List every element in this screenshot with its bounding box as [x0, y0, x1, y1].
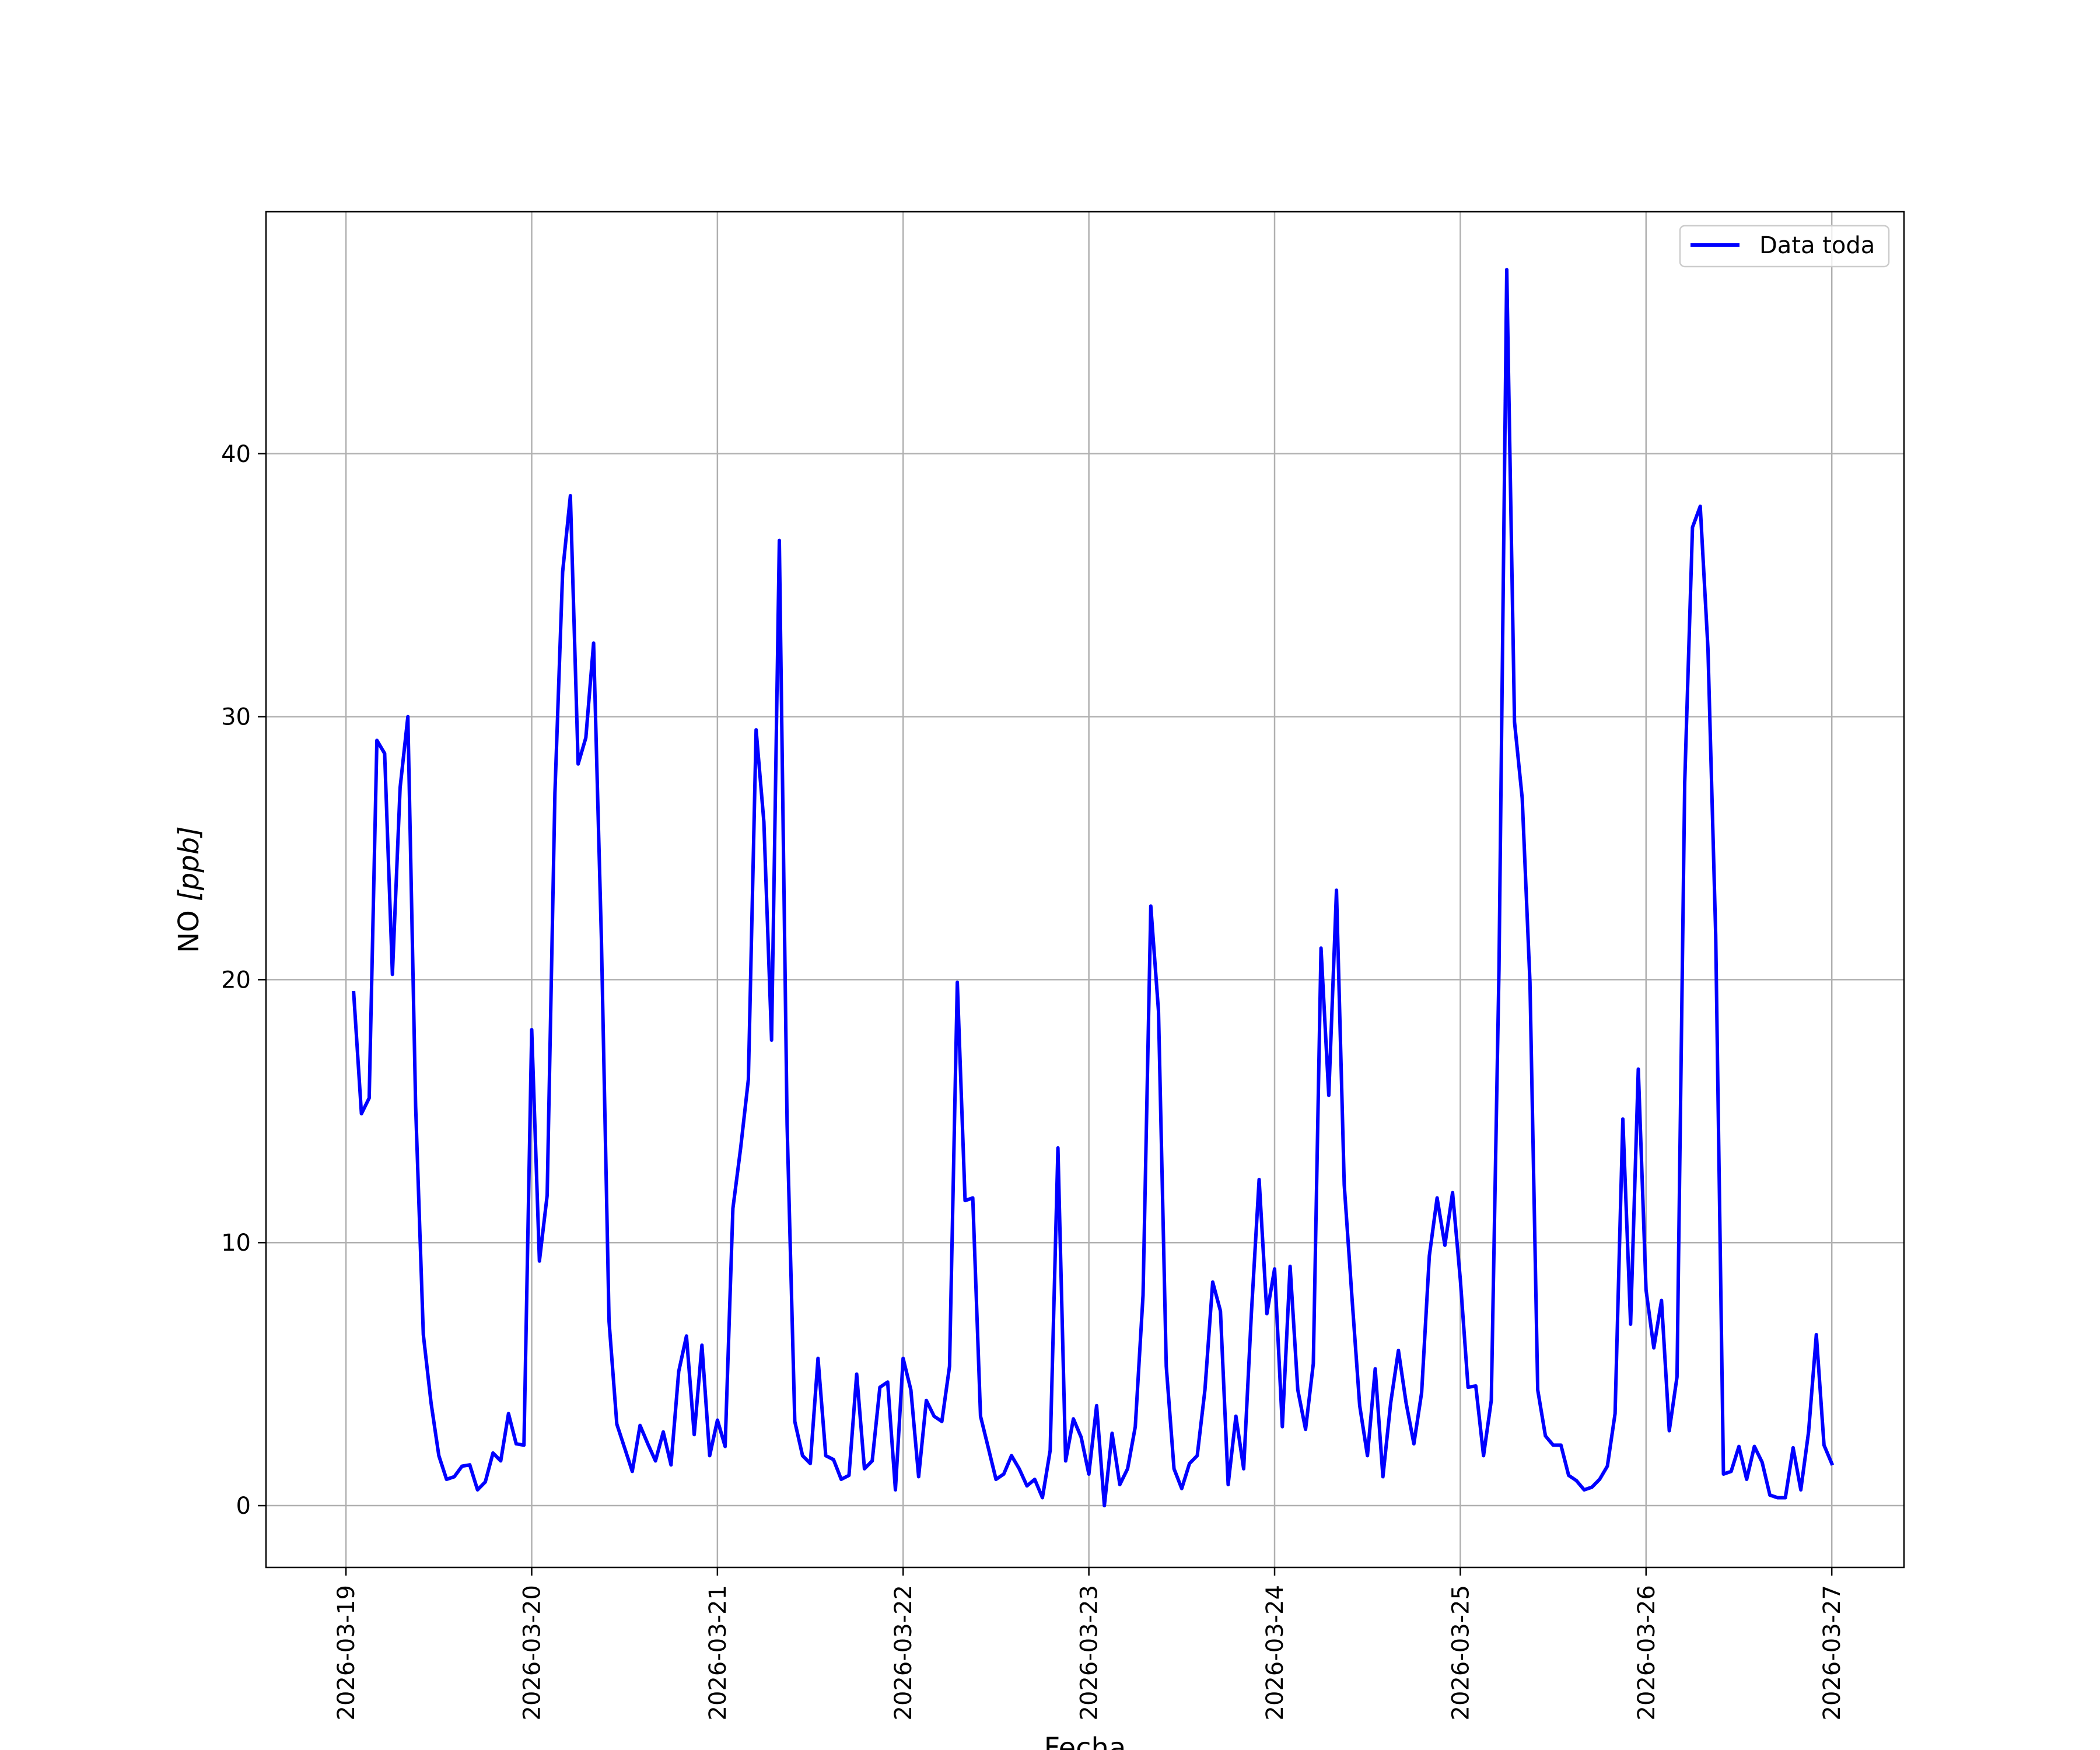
- y-tick-label: 40: [221, 441, 251, 468]
- x-tick-label: 2026-03-24: [1262, 1585, 1289, 1720]
- x-tick-label: 2026-03-20: [519, 1585, 545, 1720]
- x-tick-label: 2026-03-21: [705, 1585, 732, 1720]
- x-tick-label: 2026-03-25: [1447, 1585, 1474, 1720]
- axis-ticks: 0 10 20 30 40 2026-03-19 2026-03-20 2026-03-21 2…: [221, 441, 1846, 1721]
- y-axis-label: NO [ppb]: [173, 826, 205, 953]
- plot-frame: [265, 211, 1905, 1569]
- y-tick-label: 30: [221, 704, 251, 731]
- legend-box: [1679, 225, 1890, 268]
- legend-label: Data toda: [1759, 232, 1875, 259]
- x-tick-label: 2026-03-26: [1633, 1585, 1660, 1720]
- y-tick-label: 20: [221, 967, 251, 993]
- legend: Data toda: [1679, 225, 1890, 268]
- series-line-data-toda: [352, 268, 1835, 1508]
- x-axis-label: Fecha: [1044, 1732, 1126, 1750]
- x-tick-label: 2026-03-22: [890, 1585, 917, 1720]
- x-tick-label: 2026-03-23: [1076, 1585, 1103, 1720]
- series-layer: [352, 268, 1835, 1508]
- y-tick-label: 10: [221, 1230, 251, 1256]
- grid: [266, 212, 1904, 1567]
- x-tick-label: 2026-03-19: [333, 1585, 360, 1720]
- x-tick-label: 2026-03-27: [1819, 1585, 1846, 1720]
- y-tick-label: 0: [236, 1493, 251, 1520]
